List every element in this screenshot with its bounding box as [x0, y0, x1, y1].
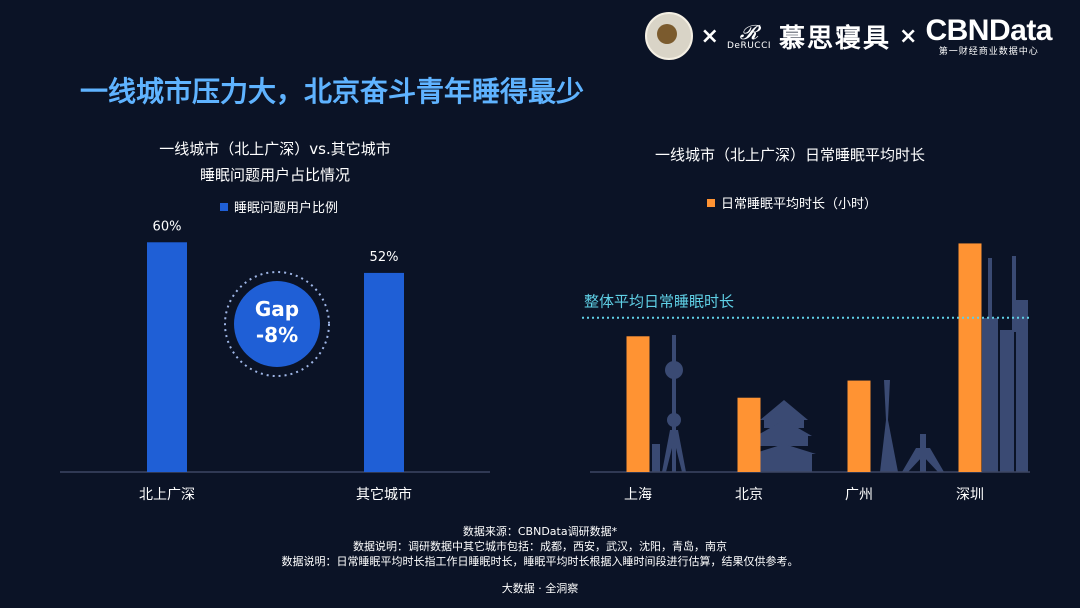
data-notes: 数据来源：CBNData调研数据* 数据说明：调研数据中其它城市包括：成都，西安…: [0, 524, 1080, 569]
source-note: 数据来源：CBNData调研数据*: [462, 525, 618, 538]
category-label-beijing: 北京: [735, 487, 763, 503]
bar-other-cities: [364, 272, 404, 472]
gap-badge: [234, 281, 320, 367]
left-chart-legend: 睡眠问题用户比例: [220, 197, 338, 216]
bar-beijing: [737, 397, 761, 472]
separator: ×: [700, 23, 719, 49]
gap-badge-title: Gap: [255, 297, 299, 321]
right-chart-legend: 日常睡眠平均时长（小时）: [707, 193, 877, 212]
note-other-cities: 数据说明：调研数据中其它城市包括：成都，西安，武汉，沈阳，青岛，南京: [353, 540, 727, 553]
reference-line-label: 整体平均日常睡眠时长: [584, 293, 734, 311]
gap-badge-value: -8%: [256, 323, 298, 347]
institute-seal-logo: [644, 12, 693, 60]
category-label-beishangguangshen: 北上广深: [139, 487, 195, 503]
bar-beishangguangshen: [147, 242, 187, 472]
page-title: 一线城市压力大，北京奋斗青年睡得最少: [80, 75, 585, 108]
left-legend-label: 睡眠问题用户比例: [234, 201, 339, 216]
footer-slogan: 大数据 · 全洞察: [501, 582, 579, 595]
bar-guangzhou: [847, 380, 871, 472]
separator: ×: [899, 23, 918, 49]
left-chart-title-line1: 一线城市（北上广深）vs.其它城市: [159, 140, 391, 158]
left-chart-title-line2: 睡眠问题用户占比情况: [199, 166, 350, 184]
city-skyline-decoration: [652, 256, 1028, 472]
legend-swatch-blue: [220, 202, 228, 211]
bar-shanghai: [626, 336, 650, 472]
derucci-logo: 𝓡 DeRUCCI: [726, 19, 772, 51]
brand-name-cn: 慕思寝具: [779, 23, 892, 54]
right-legend-label: 日常睡眠平均时长（小时）: [721, 197, 878, 212]
right-chart-title: 一线城市（北上广深）日常睡眠平均时长: [654, 146, 925, 164]
legend-swatch-orange: [707, 198, 715, 207]
category-label-guangzhou: 广州: [845, 487, 873, 503]
value-label-beishangguangshen: 60%: [153, 219, 182, 234]
cbndata-logo: CBNData 第一财经商业数据中心: [925, 13, 1052, 57]
logo-bar: × 𝓡 DeRUCCI 慕思寝具 × CBNData 第一财经商业数据中心: [644, 12, 1052, 60]
category-label-shenzhen: 深圳: [956, 487, 984, 503]
category-label-other-cities: 其它城市: [356, 486, 412, 503]
bar-shenzhen: [958, 243, 982, 472]
gap-badge-ring: [224, 271, 330, 377]
value-label-other-cities: 52%: [370, 250, 399, 265]
category-label-shanghai: 上海: [624, 487, 652, 503]
left-chart-title: 一线城市（北上广深）vs.其它城市 睡眠问题用户占比情况: [120, 136, 430, 188]
note-sleep-duration: 数据说明：日常睡眠平均时长指工作日睡眠时长，睡眠平均时长根据入睡时间段进行估算，…: [281, 555, 799, 568]
